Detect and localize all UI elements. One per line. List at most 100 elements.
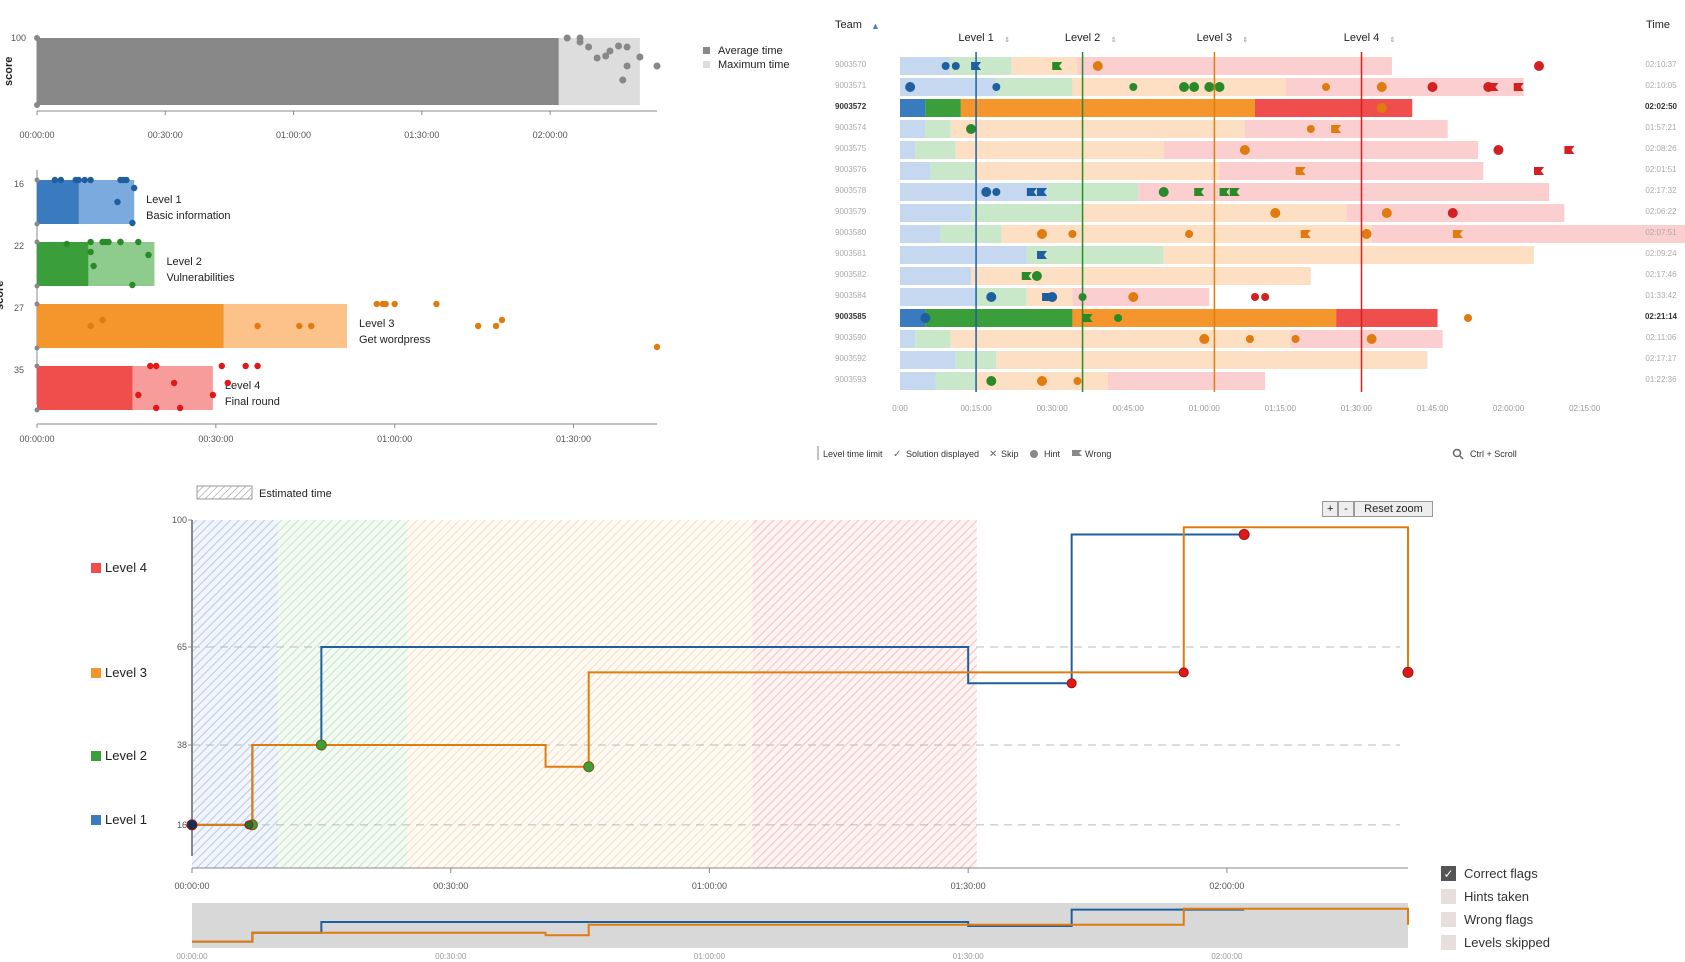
hint-marker[interactable] (1037, 229, 1047, 239)
wrong-flag-marker[interactable] (1037, 188, 1047, 196)
level-segment[interactable] (900, 372, 936, 390)
level-segment[interactable] (1371, 225, 1685, 243)
team-id[interactable]: 9003585 (835, 312, 867, 321)
wrong-flag-marker[interactable] (1219, 188, 1230, 196)
hint-marker[interactable] (1376, 82, 1387, 92)
level-segment[interactable] (935, 372, 977, 390)
team-dot[interactable] (461, 53, 469, 61)
level-segment[interactable] (900, 204, 971, 222)
team-id[interactable]: 9003592 (835, 354, 867, 363)
level-segment[interactable] (1077, 57, 1392, 75)
level-segment[interactable] (950, 330, 1291, 348)
wrong-flag-marker[interactable] (1082, 314, 1093, 322)
team-dot[interactable] (153, 404, 160, 412)
team-dot[interactable] (75, 176, 82, 184)
team-dot[interactable] (135, 391, 142, 399)
team-dot[interactable] (606, 47, 614, 55)
level-segment[interactable] (1290, 330, 1443, 348)
hint-marker[interactable] (1534, 61, 1544, 71)
event-dot[interactable] (992, 188, 1001, 196)
level-segment[interactable] (1244, 120, 1448, 138)
level-avg-bar[interactable] (37, 304, 224, 348)
filter-hints-taken[interactable]: Hints taken (1441, 889, 1529, 904)
score-event-marker[interactable] (1178, 667, 1189, 678)
team-row[interactable]: 9003579 02:06:22 (835, 204, 1677, 222)
hint-marker[interactable] (1361, 229, 1372, 239)
team-row[interactable]: 9003576 02:01:51 (835, 162, 1677, 180)
hint-marker[interactable] (1214, 82, 1225, 92)
team-dot[interactable] (130, 184, 138, 192)
score-event-marker[interactable] (315, 739, 327, 751)
team-id[interactable]: 9003590 (835, 333, 867, 342)
hint-marker[interactable] (1204, 82, 1215, 92)
team-row[interactable]: 9003584 01:33:42 (835, 288, 1677, 306)
team-dot[interactable] (135, 238, 142, 246)
team-row[interactable]: 9003574 01:57:21 (835, 120, 1677, 138)
level-segment[interactable] (930, 162, 977, 180)
wrong-flag-marker[interactable] (1300, 230, 1311, 238)
sort-icon[interactable]: ▲ (871, 21, 880, 31)
time-header[interactable]: Time (1646, 19, 1670, 31)
event-dot[interactable] (1073, 377, 1082, 385)
team-row[interactable]: 9003570 02:10:37 (835, 57, 1677, 75)
level-segment[interactable] (950, 57, 1012, 75)
hint-marker[interactable] (1199, 334, 1210, 344)
team-row[interactable]: 9003585 02:21:14 (835, 309, 1678, 327)
hint-marker[interactable] (920, 313, 931, 323)
event-dot[interactable] (1322, 83, 1330, 91)
score-event-marker[interactable] (244, 820, 254, 830)
level-segment[interactable] (1219, 162, 1484, 180)
level-segment[interactable] (950, 120, 1245, 138)
team-dot[interactable] (623, 43, 631, 51)
team-dot[interactable] (382, 300, 389, 308)
level-segment[interactable] (925, 309, 1073, 327)
hint-marker[interactable] (1239, 145, 1250, 155)
team-id[interactable]: 9003582 (835, 270, 867, 279)
hint-marker[interactable] (981, 187, 992, 197)
team-id[interactable]: 9003584 (835, 291, 867, 300)
level-segment[interactable] (900, 99, 926, 117)
team-dot[interactable] (623, 62, 631, 70)
team-dot[interactable] (209, 391, 217, 399)
team-dot[interactable] (170, 379, 178, 387)
level-segment[interactable] (1285, 78, 1524, 96)
team-id[interactable]: 9003580 (835, 228, 867, 237)
team-dot[interactable] (147, 362, 154, 370)
level-segment[interactable] (1163, 246, 1534, 264)
team-dot[interactable] (87, 248, 94, 256)
team-dot[interactable] (117, 238, 124, 246)
event-dot[interactable] (992, 83, 1001, 91)
level-header[interactable]: Level 2 (1065, 32, 1100, 44)
level-segment[interactable] (900, 225, 941, 243)
team-dot[interactable] (105, 238, 112, 246)
level-segment[interactable] (900, 78, 997, 96)
team-id[interactable]: 9003576 (835, 165, 867, 174)
level-segment[interactable] (925, 99, 961, 117)
team-id[interactable]: 9003579 (835, 207, 867, 216)
level-segment[interactable] (996, 351, 1428, 369)
event-dot[interactable] (1245, 335, 1254, 343)
zoom-out-button[interactable]: - (1338, 501, 1354, 517)
wrong-flag-marker[interactable] (1452, 230, 1463, 238)
level-avg-bar[interactable] (37, 242, 89, 286)
team-dot[interactable] (254, 322, 261, 330)
wrong-flag-marker[interactable] (1052, 62, 1063, 70)
hint-marker[interactable] (1031, 271, 1042, 281)
level-avg-bar[interactable] (37, 366, 133, 410)
level-segment[interactable] (955, 141, 1164, 159)
level-segment[interactable] (925, 120, 951, 138)
team-dot[interactable] (176, 404, 184, 412)
score-event-marker[interactable] (1066, 678, 1077, 689)
hint-marker[interactable] (1270, 208, 1281, 218)
level-segment[interactable] (1336, 309, 1438, 327)
team-header[interactable]: Team (835, 19, 862, 31)
team-row[interactable]: 9003580 02:07:51 (835, 225, 1685, 243)
level-segment[interactable] (900, 162, 931, 180)
zoom-in-button[interactable]: + (1322, 501, 1338, 517)
team-dot[interactable] (120, 176, 127, 184)
event-dot[interactable] (1114, 314, 1123, 322)
level-segment[interactable] (900, 267, 971, 285)
team-dot[interactable] (129, 219, 136, 227)
level-segment[interactable] (1138, 183, 1550, 201)
level-segment[interactable] (915, 330, 951, 348)
